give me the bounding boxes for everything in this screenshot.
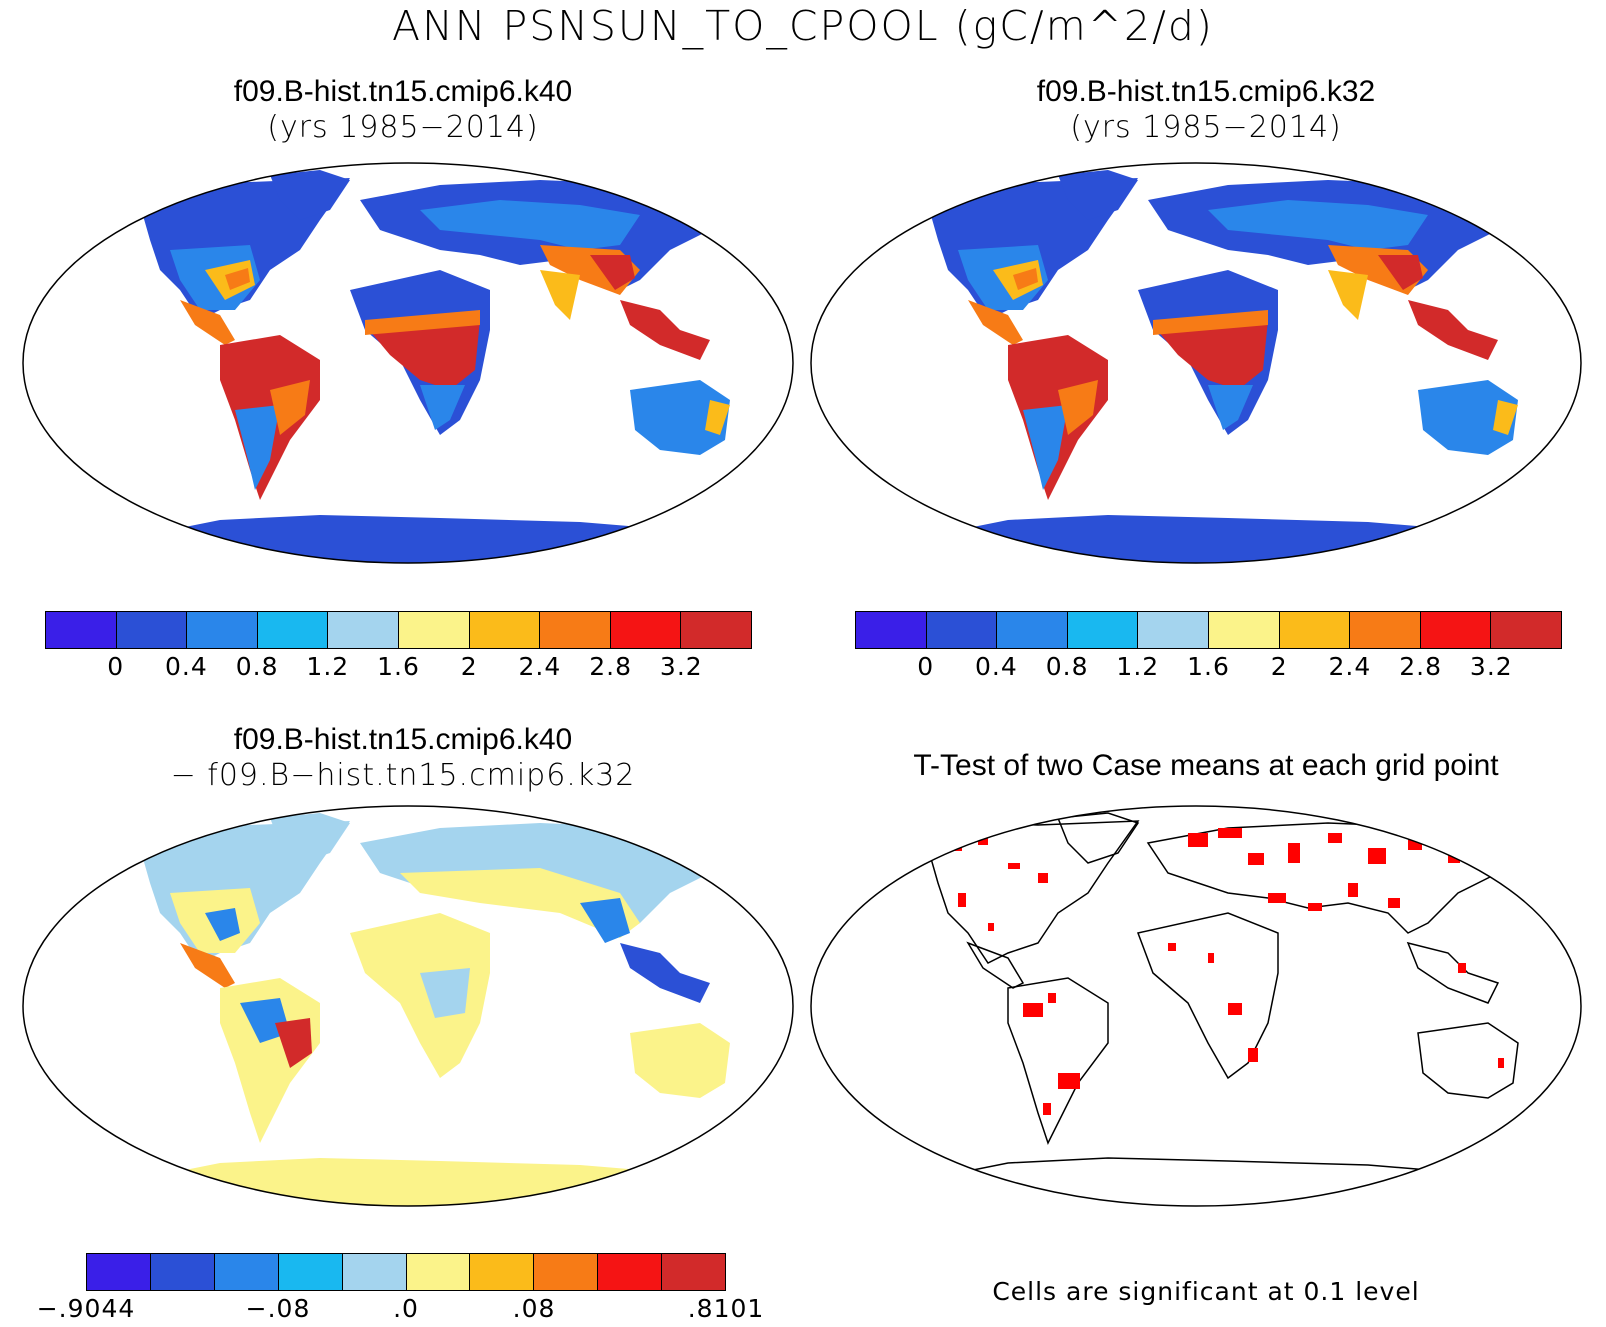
panel3-title: f09.B-hist.tn15.cmip6.k40 − f09.B−hist.t… [0,722,806,794]
colorbar-tick-label: 3.2 [1469,652,1513,681]
colorbar-tick-label: 2.8 [1399,652,1442,681]
colorbar-cell [470,1254,535,1290]
panel1-map [22,162,794,564]
colorbar-cell [469,612,541,648]
colorbar-cell [1138,612,1209,648]
colorbar-cell [662,1254,726,1290]
colorbar-tick-label: 2.4 [1328,652,1372,681]
colorbar-tick-label: 0.4 [975,652,1018,681]
panel4-map [810,805,1582,1207]
colorbar-cell [1067,612,1139,648]
colorbar-cell [406,1254,471,1290]
colorbar-top-left [45,611,752,649]
colorbar-tick-label: −.08 [245,1294,311,1323]
panel3-case: f09.B-hist.tn15.cmip6.k40 [233,723,573,756]
colorbar-tick-label: 1.2 [306,652,350,681]
figure-title: ANN PSNSUN_TO_CPOOL (gC/m^2/d) [392,2,1214,50]
colorbar-cell [997,612,1068,648]
colorbar-cell [610,612,682,648]
colorbar-cell [187,612,258,648]
colorbar-tick-label: 2.4 [518,652,562,681]
colorbar-tick-label: 1.2 [1116,652,1160,681]
panel2-map [810,162,1582,564]
panel1-title: f09.B-hist.tn15.cmip6.k40 (yrs 1985−2014… [0,74,806,146]
colorbar-tick-label: 3.2 [659,652,703,681]
panel1-land [23,163,793,563]
colorbar-tick-label: 0.8 [235,652,279,681]
colorbar-top-right [855,611,1562,649]
colorbar-cell [926,612,998,648]
colorbar-cell [1420,612,1492,648]
colorbar-tick-label: 2 [1270,652,1288,681]
colorbar-tick-label: .0 [393,1294,419,1323]
colorbar-cell [342,1254,407,1290]
colorbar-cell [398,612,470,648]
colorbar-tick-label: 0.4 [165,652,208,681]
panel3-map [22,805,794,1207]
panel4-title: T-Test of two Case means at each grid po… [913,749,1499,782]
colorbar-tick-label: 2 [460,652,478,681]
colorbar-cell [328,612,399,648]
panel1-years: (yrs 1985−2014) [267,110,539,145]
colorbar-cell [856,612,927,648]
panel1-case: f09.B-hist.tn15.cmip6.k40 [233,75,573,108]
colorbar-cell [278,1254,343,1290]
panel2-years: (yrs 1985−2014) [1070,110,1342,145]
colorbar-cell [681,612,751,648]
colorbar-cell [87,1254,151,1290]
colorbar-tick-label: .08 [512,1294,556,1323]
colorbar-tick-label: 0 [107,652,125,681]
panel2-land [811,163,1581,563]
colorbar-cell [150,1254,215,1290]
panel2-case: f09.B-hist.tn15.cmip6.k32 [1036,75,1376,108]
colorbar-cell [534,1254,599,1290]
colorbar-tick-label: 0 [917,652,935,681]
colorbar-tick-label: 1.6 [1187,652,1230,681]
colorbar-top-right-ticks: 0 0.4 0.8 1.2 1.6 2 2.4 2.8 3.2 [855,652,1562,686]
colorbar-cell [257,612,329,648]
colorbar-diff [86,1253,726,1291]
colorbar-diff-ticks: −.9044 −.08 .0 .08 .8101 [37,1294,764,1327]
colorbar-cell [1350,612,1421,648]
colorbar-cell [540,612,611,648]
colorbar-tick-label: 0.8 [1045,652,1089,681]
colorbar-tick-label: 1.6 [377,652,420,681]
panel4-land [811,806,1581,1206]
colorbar-cell [1491,612,1561,648]
colorbar-cell [116,612,188,648]
colorbar-cell [214,1254,279,1290]
colorbar-cell [46,612,117,648]
colorbar-tick-label: −.9044 [36,1294,136,1323]
significance-note: Cells are significant at 0.1 level [992,1277,1420,1306]
colorbar-cell [1279,612,1351,648]
colorbar-tick-label: .8101 [687,1294,765,1323]
panel3-line2: − f09.B−hist.tn15.cmip6.k32 [170,758,636,793]
colorbar-tick-label: 2.8 [589,652,632,681]
panel2-title: f09.B-hist.tn15.cmip6.k32 (yrs 1985−2014… [806,74,1606,146]
colorbar-cell [598,1254,663,1290]
colorbar-top-left-ticks: 0 0.4 0.8 1.2 1.6 2 2.4 2.8 3.2 [45,652,752,686]
colorbar-cell [1208,612,1280,648]
